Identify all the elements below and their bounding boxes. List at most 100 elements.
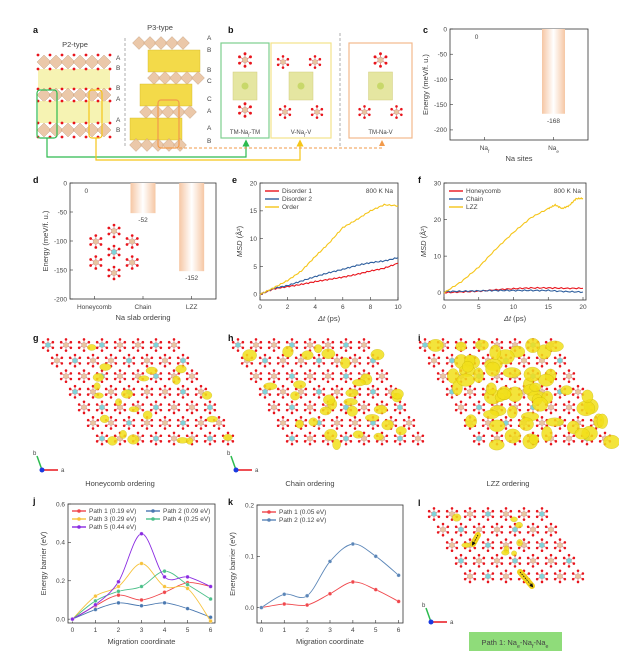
na-density-blob xyxy=(461,542,471,548)
oxygen-atom xyxy=(313,340,317,344)
oxygen-atom xyxy=(176,387,180,391)
oxygen-atom xyxy=(290,369,294,372)
oxygen-atom xyxy=(303,346,307,350)
oxygen-atom xyxy=(363,105,366,108)
na-density-blob xyxy=(381,419,394,431)
oxygen-atom xyxy=(490,556,494,560)
oxygen-atom xyxy=(459,400,463,404)
ni-atom xyxy=(180,389,186,395)
oxygen-atom xyxy=(472,556,476,560)
oxygen-atom xyxy=(535,546,539,550)
oxygen-atom xyxy=(89,258,92,261)
oxygen-atom xyxy=(254,338,258,341)
oxygen-atom xyxy=(114,356,118,360)
oxygen-atom xyxy=(245,364,249,368)
oxygen-atom xyxy=(94,267,98,270)
oxygen-atom xyxy=(136,400,140,404)
oxygen-atom xyxy=(199,416,203,419)
oxygen-atom xyxy=(136,264,139,267)
stacking-label: A xyxy=(207,108,212,115)
na-density-blob xyxy=(263,382,278,390)
oxygen-atom xyxy=(312,356,316,360)
oxygen-atom xyxy=(286,57,290,61)
oxygen-atom xyxy=(450,353,454,357)
oxygen-atom xyxy=(84,87,88,91)
oxygen-atom xyxy=(48,53,52,57)
tm-atom xyxy=(431,357,437,364)
oxygen-atom xyxy=(567,400,571,404)
oxygen-atom xyxy=(163,353,167,357)
ni-atom xyxy=(207,435,213,442)
oxygen-atom xyxy=(473,509,477,513)
oxygen-atom xyxy=(562,556,566,560)
data-point xyxy=(162,590,167,595)
oxygen-atom xyxy=(186,362,190,365)
oxygen-atom xyxy=(112,235,116,239)
ni-atom xyxy=(539,542,545,548)
oxygen-atom xyxy=(375,377,379,381)
data-point xyxy=(396,573,401,578)
oxygen-atom xyxy=(545,546,549,550)
oxygen-atom xyxy=(117,226,121,230)
oxygen-atom xyxy=(427,515,431,519)
oxygen-atom xyxy=(385,403,389,406)
oxygen-atom xyxy=(113,340,117,344)
oxygen-atom xyxy=(125,237,129,240)
stacking-label: A xyxy=(207,35,212,42)
oxygen-atom xyxy=(72,99,76,103)
legend-marker xyxy=(77,525,81,529)
oxygen-atom xyxy=(486,569,490,573)
text-part: -V xyxy=(305,130,311,136)
oxygen-atom xyxy=(432,353,436,357)
data-point xyxy=(259,605,264,610)
oxygen-atom xyxy=(267,340,271,344)
oxygen-atom xyxy=(331,346,335,350)
text-part: TM-Na xyxy=(230,130,249,136)
oxygen-atom xyxy=(286,362,290,365)
oxygen-atom xyxy=(454,408,458,412)
x-axis-label: Δt (ps) xyxy=(317,314,341,323)
oxygen-atom xyxy=(213,408,217,412)
series-line xyxy=(261,543,399,608)
oxygen-atom xyxy=(99,243,103,246)
ni-atom xyxy=(476,435,482,442)
oxygen-atom xyxy=(195,377,199,381)
oxygen-atom xyxy=(572,562,576,565)
oxygen-atom xyxy=(113,346,117,350)
oxygen-atom xyxy=(60,121,64,125)
na-density-blob xyxy=(295,419,304,429)
subscript: e xyxy=(556,149,559,154)
na-density-blob xyxy=(541,426,553,442)
oxygen-atom xyxy=(481,546,485,550)
p3-structure xyxy=(129,36,205,152)
oxygen-atom xyxy=(490,340,494,344)
oxygen-atom xyxy=(326,442,330,446)
oxygen-atom xyxy=(423,349,427,352)
oxygen-atom xyxy=(481,572,485,575)
oxygen-atom xyxy=(504,569,508,573)
oxygen-atom xyxy=(322,387,326,391)
oxygen-atom xyxy=(231,440,235,443)
x-tick-label: 4 xyxy=(163,627,167,634)
oxygen-atom xyxy=(509,424,513,428)
octahedron xyxy=(96,54,112,70)
oxygen-atom xyxy=(217,416,221,419)
data-point xyxy=(185,586,190,591)
oxygen-atom xyxy=(513,533,517,537)
data-point xyxy=(139,597,144,603)
oxygen-atom xyxy=(445,393,449,396)
oxygen-atom xyxy=(367,346,371,350)
oxygen-atom xyxy=(339,340,343,344)
oxygen-atom xyxy=(527,541,531,544)
y-tick-label: -200 xyxy=(54,296,67,303)
value-label: 0 xyxy=(475,34,479,41)
oxygen-atom xyxy=(91,416,95,419)
data-point xyxy=(305,593,310,598)
oxygen-atom xyxy=(477,522,481,526)
oxygen-atom xyxy=(276,356,280,360)
x-tick-label: 0 xyxy=(258,304,262,311)
oxygen-atom xyxy=(384,55,388,59)
ni-atom xyxy=(289,373,295,379)
oxygen-atom xyxy=(393,403,397,406)
oxygen-atom xyxy=(472,531,476,534)
